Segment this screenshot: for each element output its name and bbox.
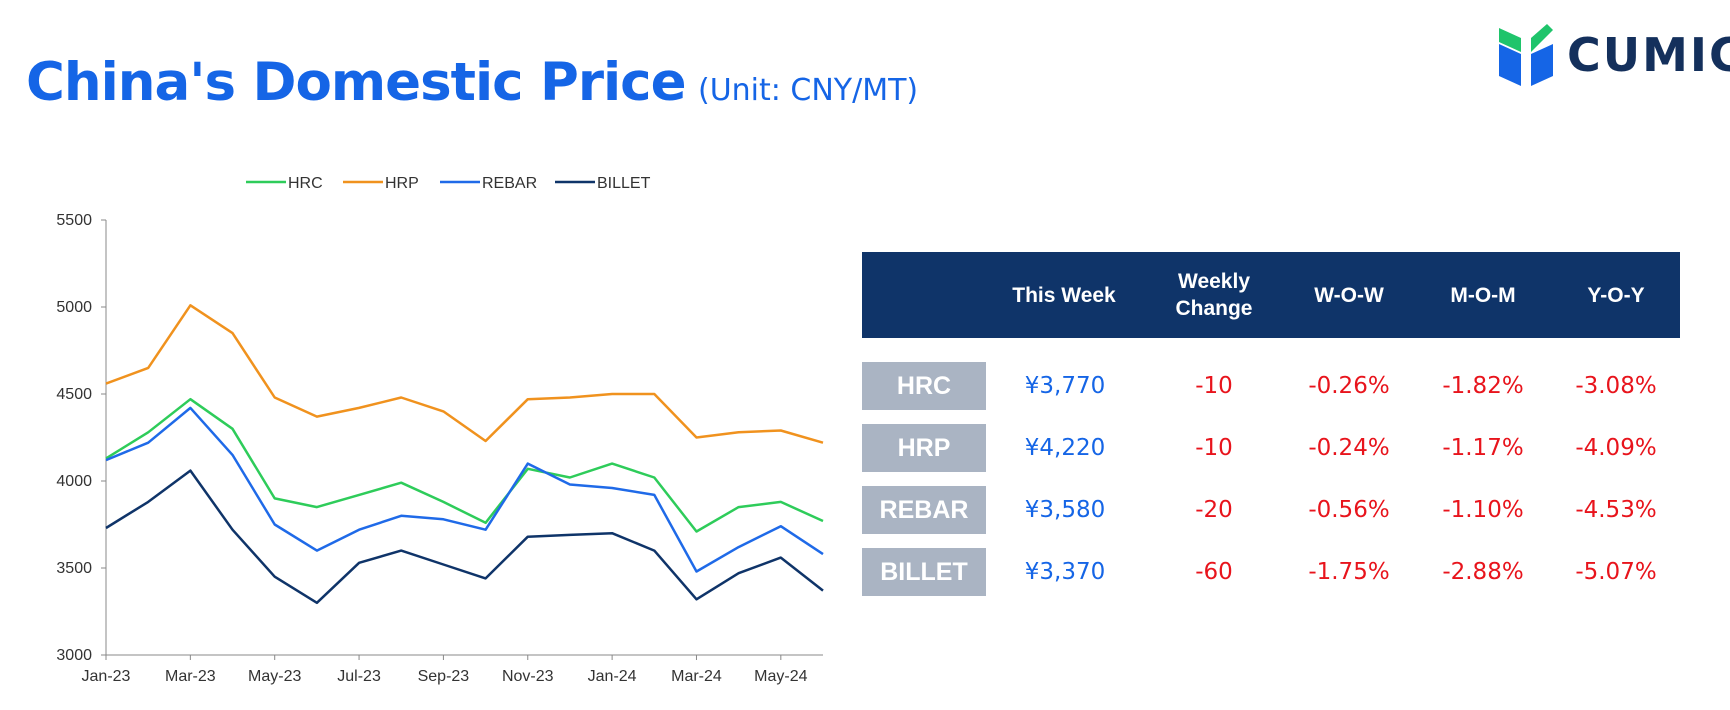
- x-tick-label: Nov-23: [502, 668, 554, 685]
- row-label: REBAR: [862, 486, 986, 534]
- header-this-week: This Week: [984, 282, 1144, 309]
- y-tick-label: 5000: [56, 299, 92, 316]
- wow-value: -1.75%: [1308, 559, 1390, 585]
- mom-value: -1.10%: [1442, 497, 1524, 523]
- weekly-change-value: -60: [1195, 559, 1233, 585]
- this-week-value: ¥3,770: [1024, 373, 1106, 399]
- row-label: BILLET: [862, 548, 986, 596]
- y-tick-label: 4500: [56, 386, 92, 403]
- x-tick-label: Mar-23: [165, 668, 216, 685]
- series-line-rebar: [105, 406, 824, 573]
- x-tick-label: Jan-24: [588, 668, 637, 685]
- header-yoy: Y-O-Y: [1552, 282, 1680, 309]
- x-tick-label: May-23: [248, 668, 301, 685]
- y-axis: 3000 3500 4000 4500 5000 5500: [56, 212, 107, 664]
- x-tick-label: Sep-23: [418, 668, 470, 685]
- table-row: HRP ¥4,220 -10 -0.24% -1.17% -4.09%: [862, 424, 1680, 472]
- series-line-hrc: [105, 397, 824, 533]
- x-axis: Jan-23 Mar-23 May-23 Jul-23 Sep-23 Nov-23 Jan-…: [82, 654, 823, 685]
- chart-legend: HRC HRP REBAR BILLET: [246, 175, 651, 192]
- logo-text: CUMIC: [1567, 28, 1730, 82]
- legend-entry: BILLET: [597, 175, 651, 192]
- this-week-value: ¥3,370: [1024, 559, 1106, 585]
- legend-entry: HRC: [288, 175, 323, 192]
- table-header: This Week Weekly Change W-O-W M-O-M Y-O-…: [862, 252, 1680, 338]
- price-line-chart: HRC HRP REBAR BILLET 3000 3500 4000 4500 5000 55…: [56, 175, 824, 685]
- yoy-value: -4.09%: [1575, 435, 1657, 461]
- wow-value: -0.26%: [1308, 373, 1390, 399]
- x-tick-label: May-24: [754, 668, 807, 685]
- mom-value: -2.88%: [1442, 559, 1524, 585]
- weekly-change-value: -10: [1195, 435, 1233, 461]
- header-wow-text: W-O-W: [1314, 283, 1384, 307]
- yoy-value: -4.53%: [1575, 497, 1657, 523]
- x-tick-label: Jul-23: [337, 668, 381, 685]
- wow-value: -0.24%: [1308, 435, 1390, 461]
- row-label: HRP: [862, 424, 986, 472]
- header-weekly-change-line2: Change: [1175, 297, 1253, 320]
- series-line-billet: [105, 469, 824, 605]
- this-week-value: ¥4,220: [1024, 435, 1106, 461]
- header-weekly-change-line1: Weekly: [1178, 270, 1250, 293]
- yoy-value: -5.07%: [1575, 559, 1657, 585]
- legend-entry: REBAR: [482, 175, 537, 192]
- table-row: HRC ¥3,770 -10 -0.26% -1.82% -3.08%: [862, 362, 1680, 410]
- legend-entry: HRP: [385, 175, 419, 192]
- y-tick-label: 3500: [56, 560, 92, 577]
- y-tick-label: 5500: [56, 212, 92, 229]
- company-logo: CUMIC: [1495, 20, 1730, 95]
- y-tick-label: 3000: [56, 647, 92, 664]
- logo-mark-icon: [1499, 24, 1553, 86]
- price-table: This Week Weekly Change W-O-W M-O-M Y-O-…: [862, 252, 1680, 596]
- header-weekly-change: Weekly Change: [1144, 268, 1284, 322]
- header-this-week-text: This Week: [1012, 283, 1116, 307]
- yoy-value: -3.08%: [1575, 373, 1657, 399]
- wow-value: -0.56%: [1308, 497, 1390, 523]
- header-mom-text: M-O-M: [1450, 283, 1516, 307]
- chart-series: [105, 304, 824, 605]
- header-yoy-text: Y-O-Y: [1587, 283, 1645, 307]
- header-wow: W-O-W: [1284, 282, 1414, 309]
- title-main: China's Domestic Price: [26, 52, 687, 113]
- row-label: HRC: [862, 362, 986, 410]
- header-mom: M-O-M: [1414, 282, 1552, 309]
- series-line-hrp: [105, 304, 824, 444]
- y-tick-label: 4000: [56, 473, 92, 490]
- page-title: China's Domestic Price (Unit: CNY/MT): [26, 52, 918, 113]
- mom-value: -1.17%: [1442, 435, 1524, 461]
- weekly-change-value: -10: [1195, 373, 1233, 399]
- x-tick-label: Mar-24: [671, 668, 722, 685]
- mom-value: -1.82%: [1442, 373, 1524, 399]
- this-week-value: ¥3,580: [1024, 497, 1106, 523]
- x-tick-label: Jan-23: [82, 668, 131, 685]
- table-row: BILLET ¥3,370 -60 -1.75% -2.88% -5.07%: [862, 548, 1680, 596]
- table-row: REBAR ¥3,580 -20 -0.56% -1.10% -4.53%: [862, 486, 1680, 534]
- title-unit: (Unit: CNY/MT): [697, 73, 919, 108]
- weekly-change-value: -20: [1195, 497, 1233, 523]
